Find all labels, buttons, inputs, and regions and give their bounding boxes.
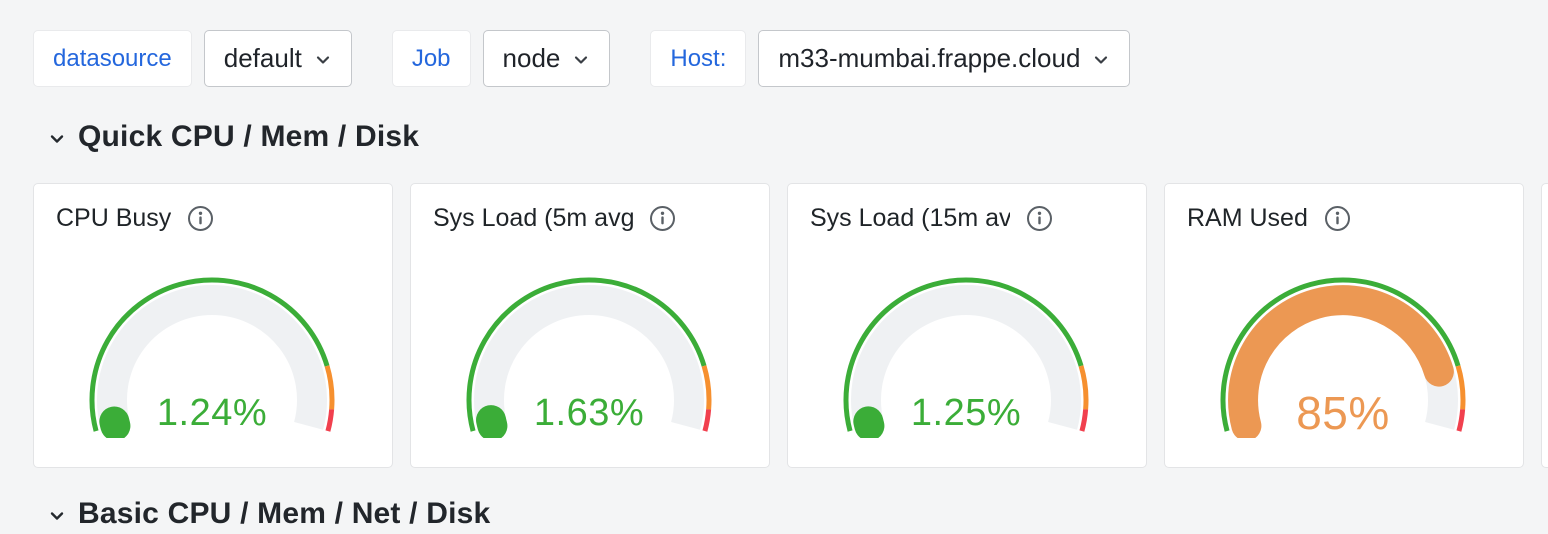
panel-title[interactable]: RAM Used	[1187, 204, 1308, 232]
dashboard-variables-toolbar: datasource default Job node Host: m33-mu…	[0, 0, 1548, 87]
panel-header: CPU Busy	[34, 184, 392, 233]
panel-header: Sys Load (15m avg)	[788, 184, 1146, 233]
panel-ram-used: RAM Used 85%	[1164, 183, 1524, 468]
info-icon[interactable]	[649, 205, 676, 232]
variable-label-text: Job	[411, 44, 451, 72]
info-icon[interactable]	[1026, 205, 1053, 232]
variable-group-job: Job node	[391, 30, 611, 87]
collapse-chevron-icon	[50, 512, 64, 520]
panel-title[interactable]: CPU Busy	[56, 204, 172, 232]
chevron-down-icon	[575, 56, 588, 64]
row-header-basic-cpu-mem-net-disk[interactable]: Basic CPU / Mem / Net / Disk	[46, 497, 1548, 531]
gauge-value: 85%	[1296, 387, 1390, 439]
panel-row: CPU Busy 1.24% Sys Load (5m avg) 1.63% S…	[33, 183, 1548, 468]
gauge-value: 1.24%	[156, 392, 268, 434]
variable-value-text: m33-mumbai.frappe.cloud	[778, 43, 1081, 73]
row-title: Quick CPU / Mem / Disk	[78, 120, 420, 153]
panel-header: Sys Load (5m avg)	[411, 184, 769, 233]
panel-sys-load-15m: Sys Load (15m avg) 1.25%	[787, 183, 1147, 468]
panel-cpu-busy: CPU Busy 1.24%	[33, 183, 393, 468]
info-icon[interactable]	[187, 205, 214, 232]
variable-label-host: Host:	[650, 30, 747, 87]
panel-title[interactable]: Sys Load (5m avg)	[433, 204, 633, 232]
panel-title[interactable]: Sys Load (15m avg)	[810, 204, 1010, 232]
row-header-quick-cpu-mem-disk[interactable]: Quick CPU / Mem / Disk	[46, 120, 1548, 154]
gauge-value: 1.63%	[533, 392, 645, 434]
variable-label-text: datasource	[53, 44, 172, 72]
gauge-chart	[89, 277, 335, 438]
variable-label-datasource: datasource	[33, 30, 192, 87]
collapse-chevron-icon	[50, 135, 64, 143]
gauge-chart	[466, 277, 712, 438]
variable-group-host: Host: m33-mumbai.frappe.cloud	[650, 30, 1131, 87]
variable-group-datasource: datasource default	[33, 30, 352, 87]
variable-dropdown-job[interactable]: node	[482, 30, 611, 87]
variable-label-job: Job	[391, 30, 471, 87]
gauge-chart	[1220, 277, 1466, 438]
panel-header: RAM Used	[1165, 184, 1523, 233]
gauge-chart	[843, 277, 1089, 438]
chevron-down-icon	[316, 56, 329, 64]
chevron-down-icon	[1095, 56, 1108, 64]
variable-value-text: node	[502, 43, 561, 73]
panel-sys-load-5m: Sys Load (5m avg) 1.63%	[410, 183, 770, 468]
row-title: Basic CPU / Mem / Net / Disk	[78, 497, 491, 530]
gauge-value: 1.25%	[910, 392, 1022, 434]
info-icon[interactable]	[1324, 205, 1351, 232]
variable-dropdown-datasource[interactable]: default	[203, 30, 352, 87]
panel-clipped-right	[1541, 183, 1548, 468]
variable-label-text: Host:	[670, 44, 727, 72]
variable-value-text: default	[223, 43, 302, 73]
variable-dropdown-host[interactable]: m33-mumbai.frappe.cloud	[758, 30, 1131, 87]
